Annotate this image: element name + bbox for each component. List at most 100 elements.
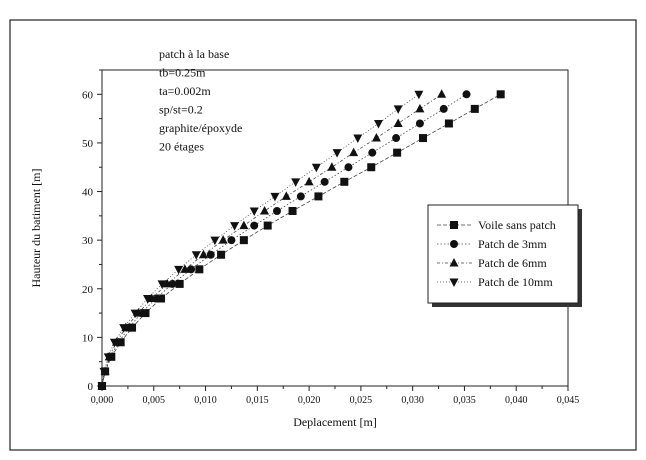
data-point [273, 206, 282, 215]
data-point [217, 250, 226, 259]
legend-items: Voile sans patch Patch de 3mm Patch de 6mm… [437, 218, 556, 289]
data-point [191, 251, 201, 260]
y-tick-label: 60 [82, 89, 94, 101]
data-point [97, 382, 107, 391]
x-tick-label: 0,045 [557, 395, 580, 406]
data-point [327, 162, 337, 171]
y-tick-label: 40 [82, 187, 94, 199]
data-point [444, 119, 453, 128]
data-point [270, 192, 280, 202]
x-tick-label: 0,000 [91, 395, 114, 406]
series-triangle-down [97, 90, 424, 391]
data-point [439, 104, 448, 113]
data-point [311, 163, 321, 173]
y-tick-label: 30 [82, 235, 94, 247]
legend-label: Patch de 10mm [478, 275, 553, 289]
data-point [496, 90, 505, 99]
data-point [349, 147, 359, 157]
data-point [99, 367, 109, 377]
series-line [101, 93, 467, 387]
legend-marker [449, 258, 459, 267]
data-point [180, 264, 190, 273]
legend-label: Voile sans patch [478, 218, 556, 232]
legend-marker [450, 221, 458, 229]
data-point [260, 205, 270, 215]
series-circle [98, 90, 471, 390]
data-point [340, 177, 349, 186]
data-point [210, 236, 220, 246]
data-point [414, 90, 424, 100]
series-group [97, 89, 505, 391]
legend-marker [450, 240, 458, 248]
data-point [249, 207, 259, 216]
data-point [288, 206, 297, 215]
data-point [119, 324, 129, 333]
data-point [187, 265, 196, 274]
x-tick-label: 0,035 [453, 395, 476, 406]
data-point [415, 103, 425, 113]
data-point [371, 133, 381, 142]
series-line [101, 93, 420, 387]
data-point [320, 177, 329, 186]
x-tick-label: 0,005 [143, 395, 166, 406]
series-line [101, 93, 442, 387]
x-tick-label: 0,010 [194, 395, 217, 406]
annotation-line: 20 étages [159, 140, 204, 154]
data-point [103, 353, 113, 362]
x-tick-label: 0,020 [298, 395, 321, 406]
data-point [462, 90, 471, 99]
data-point [314, 192, 323, 201]
data-point [373, 119, 383, 129]
annotation-line: patch à la base [159, 47, 229, 61]
legend: Voile sans patch Patch de 3mm Patch de 6mm… [427, 204, 582, 307]
y-tick-label: 0 [88, 381, 94, 393]
data-point [157, 294, 166, 303]
series-line [101, 93, 501, 387]
data-point [239, 236, 248, 245]
y-tick-label: 20 [82, 284, 94, 296]
data-point [206, 250, 215, 259]
x-tick-label: 0,040 [505, 395, 528, 406]
x-tick-label: 0,030 [401, 395, 424, 406]
data-point [109, 338, 119, 348]
data-point [141, 309, 150, 318]
data-point [130, 309, 140, 319]
data-point [281, 191, 291, 200]
data-point [218, 235, 228, 244]
x-tick-label: 0,025 [350, 395, 373, 406]
data-point [291, 178, 301, 187]
data-point [368, 148, 377, 157]
data-point [296, 192, 305, 201]
data-point [195, 265, 204, 274]
data-point [227, 236, 236, 245]
data-point [198, 249, 208, 259]
data-point [175, 279, 184, 288]
data-point [174, 265, 184, 275]
data-point [419, 134, 428, 143]
data-point [415, 119, 424, 128]
data-point [437, 89, 447, 98]
figure-frame [9, 19, 637, 451]
annotation-block: patch à la base tb=0.25m ta=0.002m sp/st=0.… [159, 47, 242, 154]
data-point [332, 149, 342, 158]
series-triangle-up [97, 89, 447, 390]
data-point [162, 278, 172, 288]
data-point [344, 163, 353, 172]
data-point [250, 221, 259, 230]
data-point [393, 105, 403, 114]
data-point [230, 222, 240, 231]
annotation-line: tb=0.25m [159, 66, 206, 80]
axis-ticks: 0,000 0,005 0,010 0,015 0,020 0,025 0,030 0,035… [82, 69, 580, 406]
x-tick-label: 0,015 [246, 395, 269, 406]
y-tick-label: 10 [82, 332, 94, 344]
data-point [353, 134, 363, 144]
legend-label: Patch de 3mm [478, 237, 547, 251]
data-point [393, 118, 403, 127]
data-point [263, 221, 272, 230]
legend-marker [449, 278, 459, 287]
series-square [98, 90, 505, 390]
data-point [143, 294, 153, 304]
y-tick-label: 50 [82, 138, 94, 150]
